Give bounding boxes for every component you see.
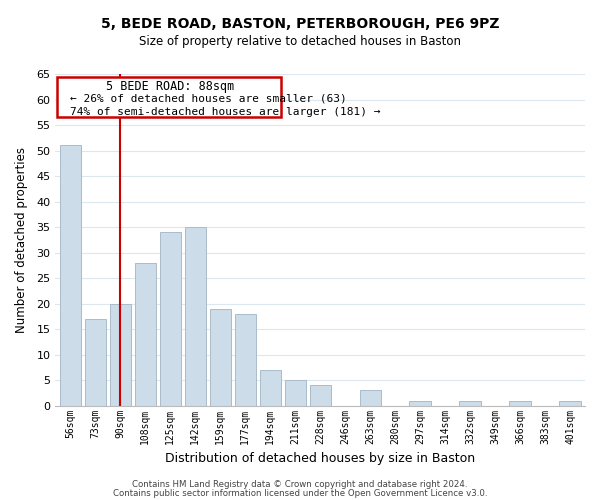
Text: 5 BEDE ROAD: 88sqm: 5 BEDE ROAD: 88sqm	[106, 80, 235, 93]
Bar	[85, 319, 106, 406]
Bar	[110, 304, 131, 406]
Bar	[185, 227, 206, 406]
Text: Contains HM Land Registry data © Crown copyright and database right 2024.: Contains HM Land Registry data © Crown c…	[132, 480, 468, 489]
Bar	[559, 400, 581, 406]
Text: ← 26% of detached houses are smaller (63): ← 26% of detached houses are smaller (63…	[70, 94, 347, 104]
X-axis label: Distribution of detached houses by size in Baston: Distribution of detached houses by size …	[165, 452, 475, 465]
Text: Contains public sector information licensed under the Open Government Licence v3: Contains public sector information licen…	[113, 489, 487, 498]
Bar	[260, 370, 281, 406]
Text: Size of property relative to detached houses in Baston: Size of property relative to detached ho…	[139, 35, 461, 48]
Bar	[409, 400, 431, 406]
Bar	[359, 390, 381, 406]
Bar	[460, 400, 481, 406]
Bar	[235, 314, 256, 406]
Y-axis label: Number of detached properties: Number of detached properties	[15, 147, 28, 333]
Bar	[134, 263, 156, 406]
Bar	[160, 232, 181, 406]
Bar	[509, 400, 530, 406]
Bar	[310, 385, 331, 406]
Bar	[209, 308, 231, 406]
Bar	[59, 146, 81, 406]
FancyBboxPatch shape	[56, 76, 281, 118]
Bar	[284, 380, 306, 406]
Text: 74% of semi-detached houses are larger (181) →: 74% of semi-detached houses are larger (…	[70, 107, 381, 117]
Text: 5, BEDE ROAD, BASTON, PETERBOROUGH, PE6 9PZ: 5, BEDE ROAD, BASTON, PETERBOROUGH, PE6 …	[101, 18, 499, 32]
